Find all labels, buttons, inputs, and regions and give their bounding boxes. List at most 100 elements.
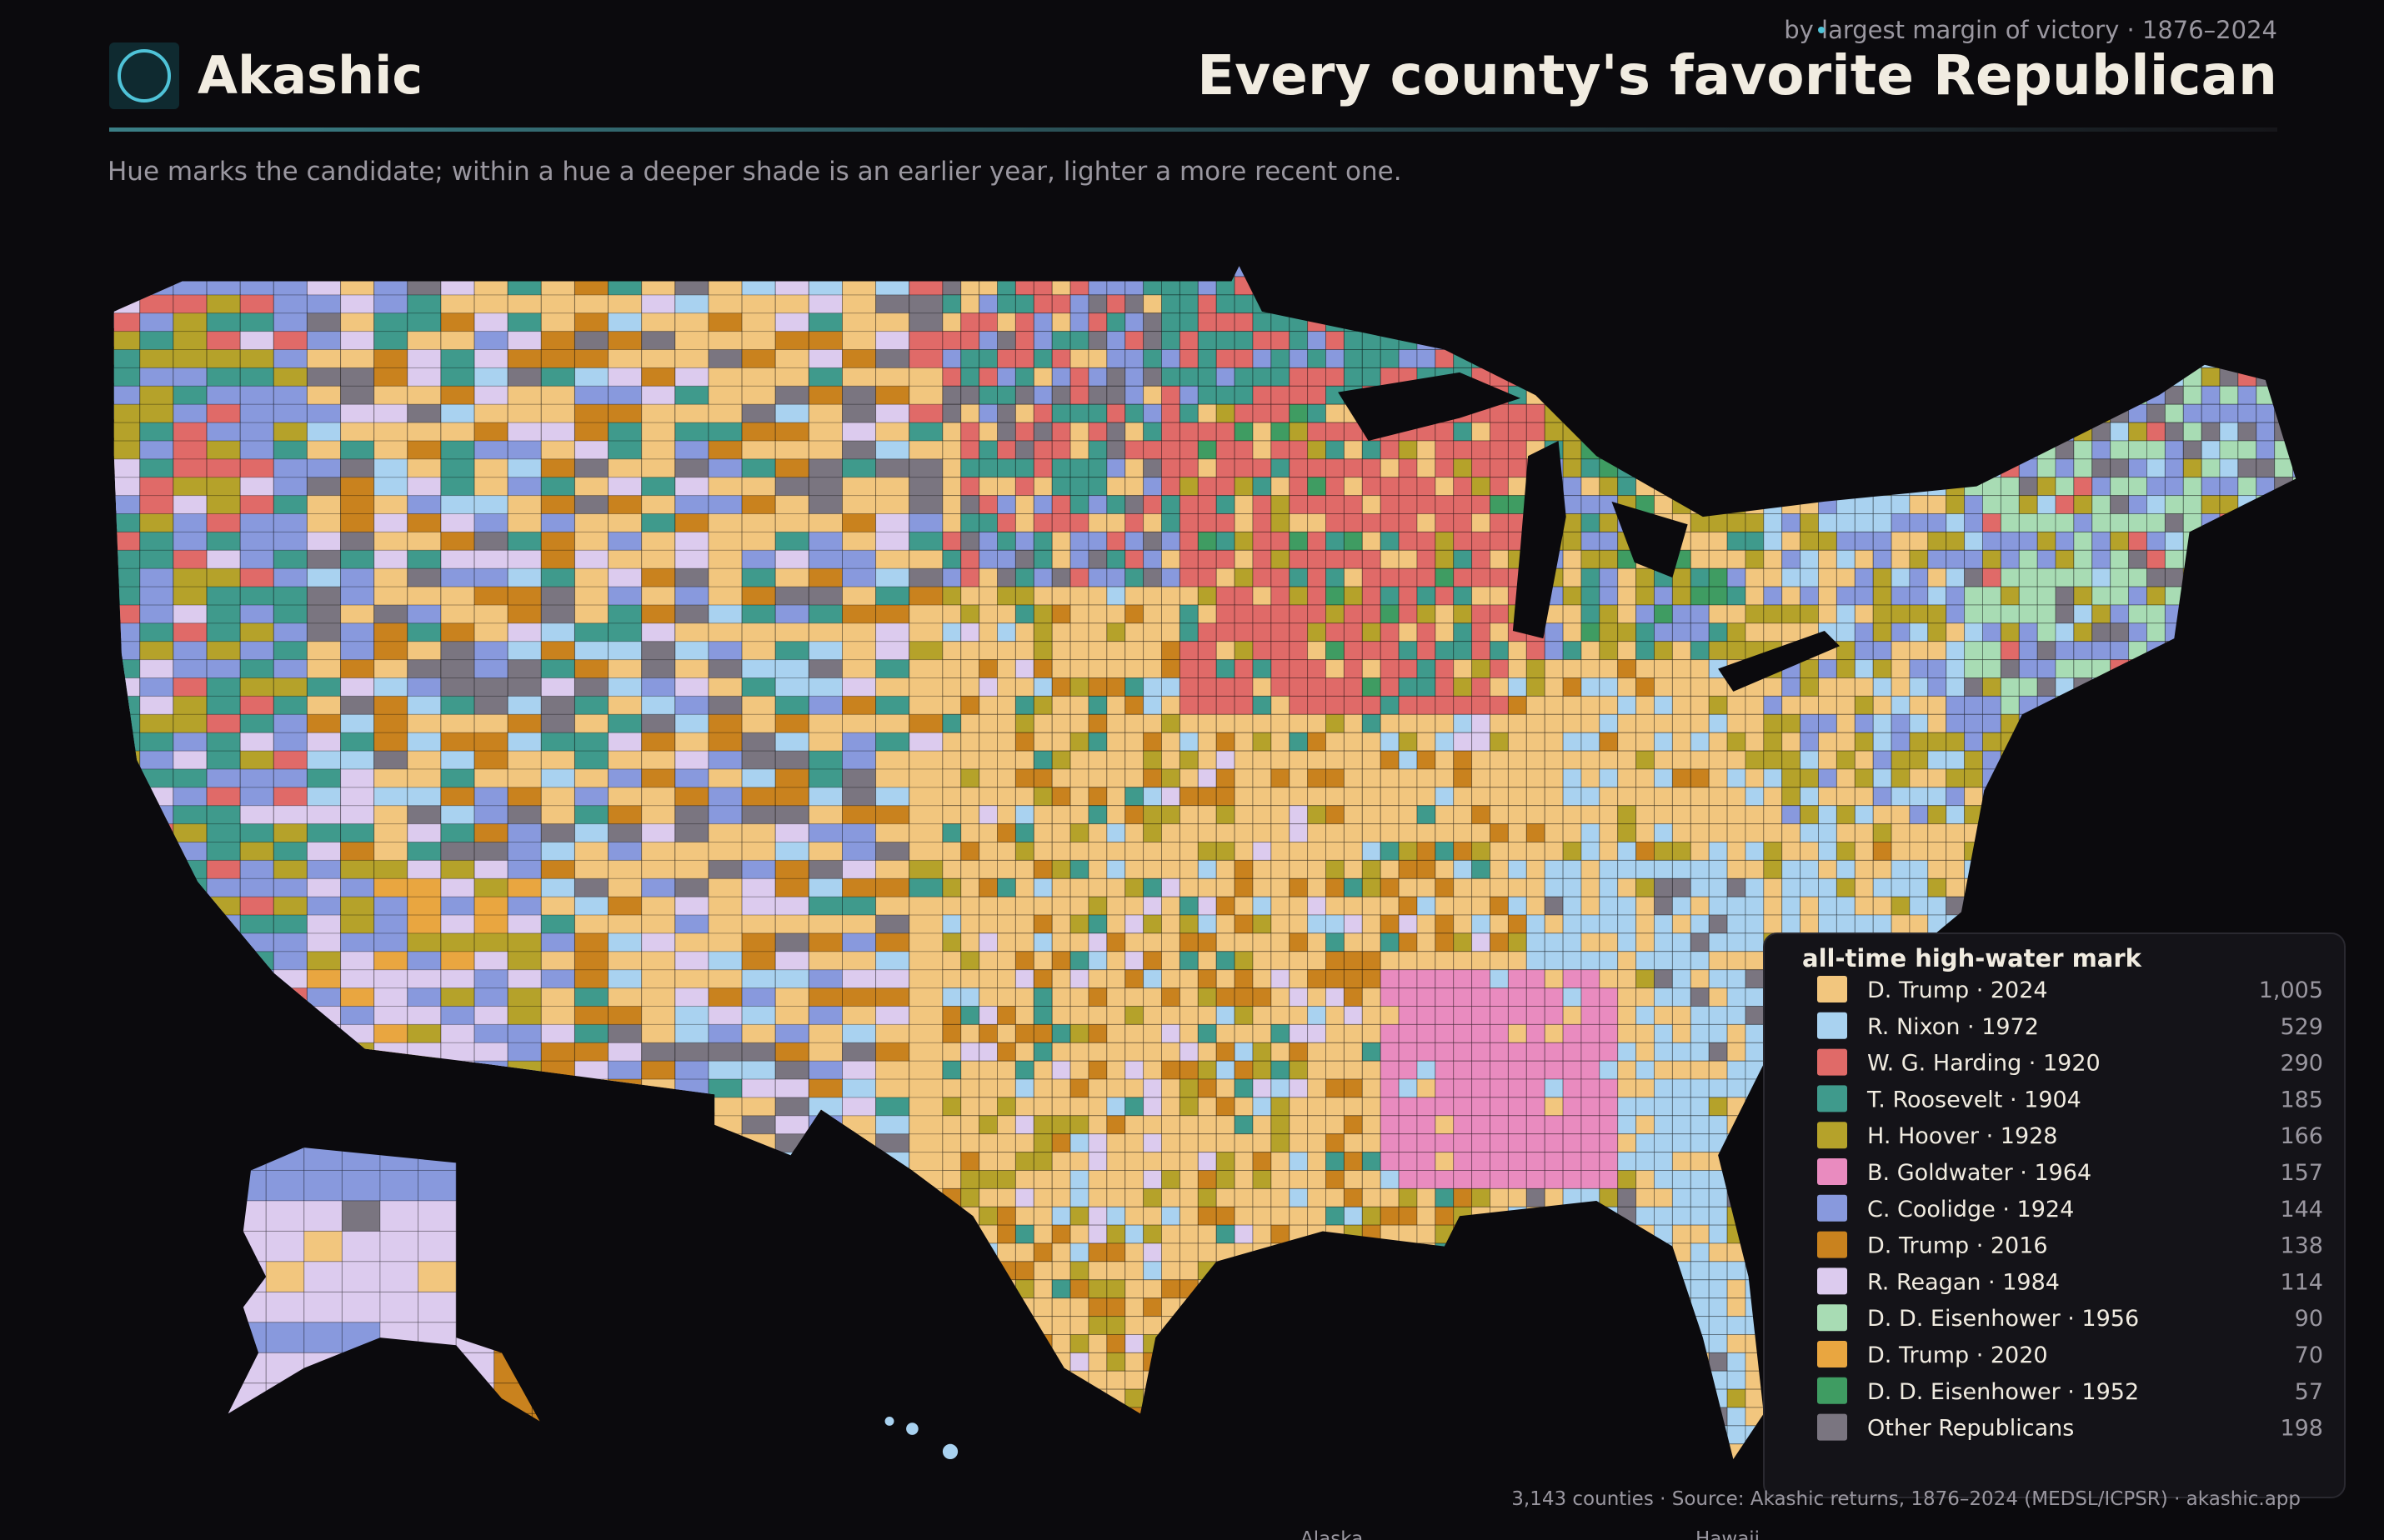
- county: [1361, 349, 1381, 368]
- county: [2036, 695, 2056, 715]
- county: [1051, 896, 1071, 916]
- county: [1580, 403, 1600, 423]
- county: [2110, 859, 2130, 879]
- county: [2182, 367, 2202, 387]
- county: [1161, 549, 1180, 569]
- county: [1891, 713, 1911, 733]
- county: [1818, 732, 1837, 752]
- county: [1435, 932, 1455, 952]
- county: [1964, 732, 1984, 752]
- county: [997, 1097, 1016, 1117]
- county: [1179, 1078, 1199, 1098]
- county: [1234, 988, 1254, 1007]
- county: [2000, 622, 2020, 642]
- county: [1453, 1152, 1473, 1171]
- county: [1471, 842, 1490, 861]
- county: [1927, 713, 1947, 733]
- county: [1982, 531, 2001, 551]
- county: [1325, 896, 1345, 916]
- county: [1927, 859, 1947, 879]
- county: [1507, 403, 1527, 423]
- county: [2201, 266, 2221, 278]
- county: [1088, 367, 1108, 387]
- county: [1800, 294, 1820, 314]
- county: [1927, 622, 1947, 642]
- county: [2128, 659, 2148, 678]
- county: [2128, 367, 2148, 387]
- county: [1361, 1023, 1381, 1043]
- county: [1416, 294, 1436, 314]
- county: [1781, 385, 1801, 405]
- county: [1252, 1060, 1272, 1080]
- county: [1361, 914, 1381, 934]
- county: [997, 914, 1016, 934]
- county: [2055, 276, 2075, 296]
- county: [2219, 513, 2239, 532]
- county: [1197, 1042, 1217, 1062]
- county: [1471, 768, 1490, 788]
- county: [1562, 678, 1582, 697]
- county: [1343, 641, 1363, 661]
- county: [1289, 1078, 1309, 1098]
- county: [1580, 1060, 1600, 1080]
- county: [1872, 477, 1892, 497]
- county: [1617, 349, 1637, 368]
- county: [1361, 586, 1381, 606]
- county: [1507, 1152, 1527, 1171]
- county: [1544, 859, 1564, 879]
- county: [1964, 622, 1984, 642]
- county: [1927, 422, 1947, 442]
- county: [1872, 440, 1892, 460]
- description: Hue marks the candidate; within a hue a …: [108, 157, 1402, 187]
- county: [1872, 695, 1892, 715]
- county: [1471, 495, 1490, 514]
- county: [2274, 823, 2294, 842]
- county: [1909, 750, 1929, 770]
- county: [1270, 266, 1290, 278]
- county: [1033, 969, 1053, 989]
- county: [306, 1097, 341, 1132]
- county: [2164, 604, 2184, 624]
- county: [1270, 695, 1290, 715]
- county: [2164, 695, 2184, 715]
- county: [1234, 859, 1254, 879]
- county: [1708, 988, 1728, 1007]
- county: [1671, 878, 1691, 898]
- county: [1854, 513, 1874, 532]
- county: [1215, 805, 1235, 825]
- county: [1033, 750, 1053, 770]
- county: [407, 1097, 442, 1132]
- county: [1161, 513, 1180, 532]
- county: [942, 604, 962, 624]
- county: [1325, 312, 1345, 332]
- county: [997, 823, 1016, 842]
- county: [1361, 568, 1381, 588]
- county: [1416, 951, 1436, 971]
- county: [1106, 312, 1126, 332]
- county: [1106, 878, 1126, 898]
- county: [1398, 641, 1418, 661]
- county: [674, 1078, 709, 1113]
- county: [1763, 713, 1783, 733]
- county: [960, 787, 980, 807]
- county: [1069, 440, 1089, 460]
- county: [2182, 440, 2202, 460]
- county: [1252, 513, 1272, 532]
- county: [808, 1152, 844, 1187]
- county: [1982, 768, 2001, 788]
- county: [1654, 1078, 1673, 1098]
- county: [960, 549, 980, 569]
- county: [1490, 349, 1509, 368]
- county: [1252, 951, 1272, 971]
- county: [2073, 312, 2093, 332]
- county: [1872, 586, 1892, 606]
- county: [2201, 713, 2221, 733]
- county: [997, 1078, 1016, 1098]
- county: [1671, 823, 1691, 842]
- county: [1398, 859, 1418, 879]
- county: [1124, 622, 1144, 642]
- county: [1343, 458, 1363, 478]
- county: [1927, 586, 1947, 606]
- county: [1891, 750, 1911, 770]
- county: [1215, 678, 1235, 697]
